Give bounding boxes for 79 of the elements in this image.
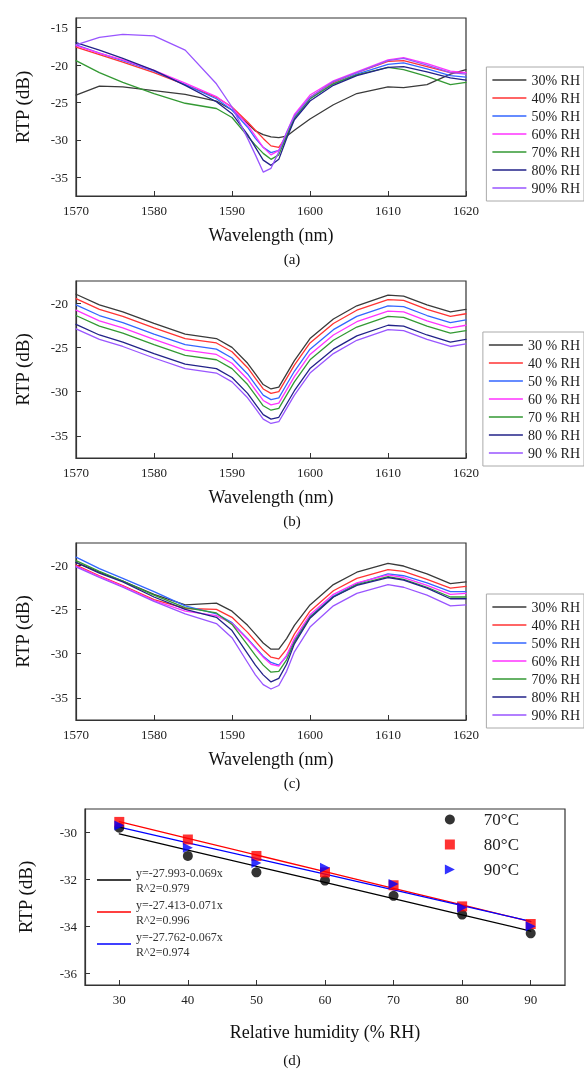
x-tick-label: 1610 <box>375 465 401 480</box>
legend-label: 80°C <box>483 835 519 854</box>
x-axis-title: Wavelength (nm) <box>208 225 334 246</box>
legend-label: 40% RH <box>531 90 581 106</box>
legend-label: 30% RH <box>531 599 581 615</box>
text: (d) <box>283 1051 301 1069</box>
x-tick-label: 1610 <box>375 727 401 742</box>
x-tick-label: 1570 <box>63 727 89 742</box>
x-tick-label: 30 <box>112 992 126 1007</box>
legend-label: 70°C <box>483 810 519 829</box>
y-tick-label: -36 <box>59 965 78 981</box>
legend-label: 30% RH <box>531 72 581 88</box>
y-tick-label: -30 <box>50 132 68 148</box>
x-tick-label: 60 <box>318 992 332 1007</box>
y-tick-label: -35 <box>50 169 68 185</box>
legend-label: 80% RH <box>531 689 581 705</box>
y-axis-title: RTP (dB) <box>12 595 34 668</box>
legend-label: 90°C <box>483 860 519 879</box>
legend-label: 50 % RH <box>527 373 581 389</box>
x-tick-label: 90 <box>524 992 538 1007</box>
text: (a) <box>283 250 301 268</box>
y-axis-title: RTP (dB) <box>12 70 34 144</box>
legend-label: 90% RH <box>531 180 581 196</box>
x-tick-label: 1600 <box>297 727 323 742</box>
y-axis-title: RTP (dB) <box>12 333 34 406</box>
legend-label: y=-27.762-0.067x R^2=0.974 <box>136 929 223 959</box>
legend-label: 70 % RH <box>527 409 581 425</box>
x-tick-label: 70 <box>387 992 401 1007</box>
x-tick-label: 1590 <box>219 465 245 480</box>
y-tick-label: -30 <box>50 646 68 662</box>
legend-label: 80 % RH <box>527 427 581 443</box>
y-tick-label: -30 <box>59 824 77 840</box>
legend-label: 60% RH <box>531 653 581 669</box>
y-tick-label: -15 <box>50 20 68 36</box>
x-tick-label: 1620 <box>453 203 479 218</box>
legend-label: 60% RH <box>531 126 581 142</box>
text: (b) <box>283 512 301 530</box>
x-tick-label: 1600 <box>297 203 323 218</box>
legend-label: 50% RH <box>531 635 581 651</box>
x-tick-label: 1580 <box>141 727 167 742</box>
x-tick-label: 40 <box>181 992 195 1007</box>
x-tick-label: 1580 <box>141 203 167 218</box>
x-tick-label: 1620 <box>453 465 479 480</box>
legend-label: 30 % RH <box>527 337 581 353</box>
x-tick-label: 1590 <box>219 203 245 218</box>
y-tick-label: -35 <box>50 690 68 706</box>
legend-label: 90% RH <box>531 707 581 723</box>
legend-label: 60 % RH <box>527 391 581 407</box>
y-tick-label: -25 <box>50 95 68 111</box>
y-tick-label: -32 <box>59 871 77 887</box>
legend-label: 50% RH <box>531 108 581 124</box>
y-tick-label: -34 <box>59 918 78 934</box>
legend-label: 90 % RH <box>527 445 581 461</box>
y-tick-label: -20 <box>50 295 68 311</box>
legend-label: 40% RH <box>531 617 581 633</box>
x-axis-title: Wavelength (nm) <box>208 749 334 770</box>
legend-label: 70% RH <box>531 671 581 687</box>
x-tick-label: 1570 <box>63 465 89 480</box>
x-axis-title: Wavelength (nm) <box>208 487 334 508</box>
legend-label: 70% RH <box>531 144 581 160</box>
y-tick-label: -20 <box>50 557 68 573</box>
x-tick-label: 1570 <box>63 203 89 218</box>
x-tick-label: 1590 <box>219 727 245 742</box>
y-tick-label: -35 <box>50 428 68 444</box>
x-tick-label: 1600 <box>297 465 323 480</box>
y-tick-label: -25 <box>50 601 68 617</box>
x-tick-label: 50 <box>249 992 263 1007</box>
x-axis-title: Relative humidity (% RH) <box>229 1022 421 1043</box>
x-tick-label: 1580 <box>141 465 167 480</box>
x-tick-label: 1620 <box>453 727 479 742</box>
y-axis-title: RTP (dB) <box>15 860 37 934</box>
text: (c) <box>283 774 301 792</box>
x-tick-label: 1610 <box>375 203 401 218</box>
y-tick-label: -25 <box>50 339 68 355</box>
legend-label: 40 % RH <box>527 355 581 371</box>
y-tick-label: -30 <box>50 384 68 400</box>
y-tick-label: -20 <box>50 57 68 73</box>
x-tick-label: 80 <box>455 992 469 1007</box>
legend-label: 80% RH <box>531 162 581 178</box>
